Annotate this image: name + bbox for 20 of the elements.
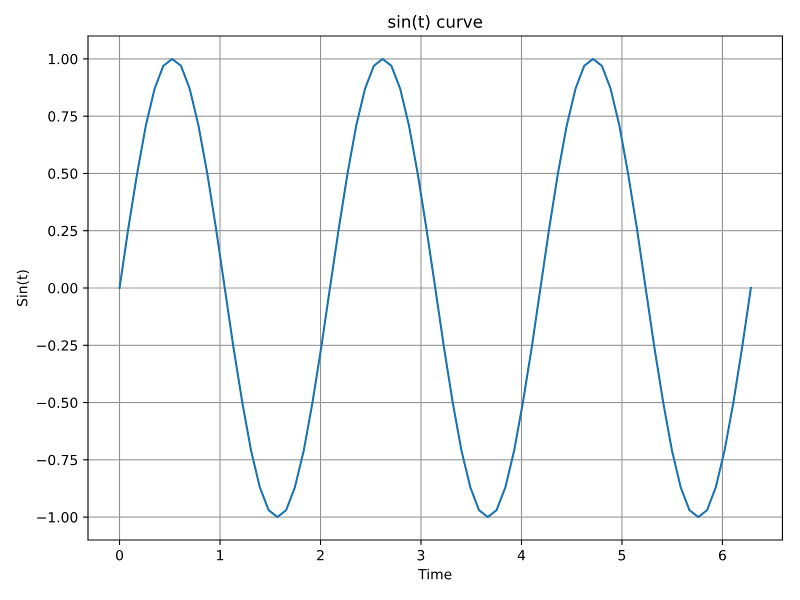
x-tick-label: 2 [317,550,324,560]
x-tick-label: 5 [618,550,626,560]
x-tick-label: 3 [418,550,424,560]
y-tick-label: −1.00 [37,512,78,523]
line-series [118,58,752,518]
y-tick-label: 0.75 [48,111,78,122]
y-tick-label: 0.50 [48,168,78,179]
y-tick-label: −0.25 [37,340,78,351]
chart-title: sin(t) curve [388,15,482,30]
x-tick-label: 1 [217,550,224,560]
x-tick-label: 0 [116,550,124,560]
y-tick-label: −0.50 [37,398,78,408]
x-axis-title: Time [418,568,452,580]
y-tick-label: 1.00 [48,54,78,64]
x-tick-label: 6 [718,550,726,560]
y-axis-title: Sin(t) [16,270,30,306]
y-tick-label: −0.75 [37,454,78,466]
y-tick-label: 0.00 [48,282,78,294]
y-tick-label: 0.25 [48,226,78,236]
x-tick-label: 4 [518,550,526,560]
